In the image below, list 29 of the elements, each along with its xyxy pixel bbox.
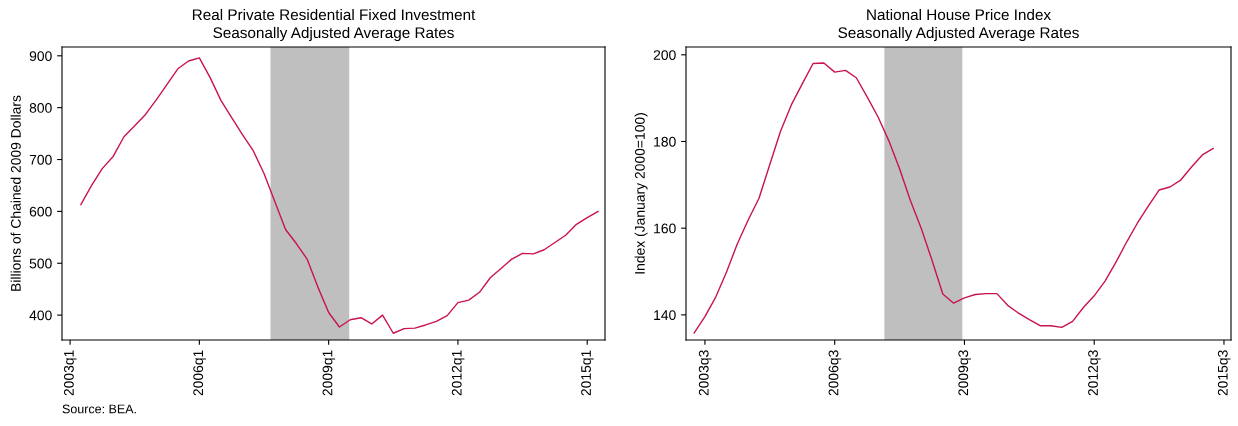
- y-tick-label: 200: [653, 50, 676, 60]
- x-tick-label: 2015q1: [581, 350, 594, 396]
- line-series: [693, 62, 1214, 334]
- line-series: [80, 57, 599, 334]
- chart-title: National House Price Index: [867, 8, 1051, 21]
- source-note: Source: BEA.: [62, 404, 136, 414]
- x-tick-label: 2012q1: [451, 350, 465, 396]
- y-tick-label: 600: [29, 206, 52, 217]
- x-tick-label: 2003q1: [63, 350, 77, 396]
- x-tick-label: 2003q3: [698, 350, 712, 396]
- x-tick-label: 2009q1: [322, 350, 336, 396]
- x-tick-label: 2015q3: [1217, 350, 1231, 396]
- y-tick-label: 700: [29, 154, 52, 165]
- y-tick-label: 500: [29, 258, 52, 269]
- y-tick-label: 140: [654, 310, 676, 321]
- y-tick-label: 400: [29, 310, 52, 321]
- x-tick-label: 2006q3: [828, 350, 842, 396]
- chart-subtitle: Seasonally Adjusted Average Rates: [213, 26, 454, 42]
- chart-subtitle: Seasonally Adjusted Average Rates: [838, 26, 1079, 42]
- y-tick-label: 180: [654, 136, 676, 147]
- y-tick-label: 160: [654, 223, 676, 234]
- y-tick-label: 900: [29, 51, 52, 61]
- x-tick-label: 2012q3: [1088, 350, 1101, 396]
- y-tick-label: 800: [29, 103, 52, 113]
- y-axis-title: Billions of Chained 2009 Dollars: [10, 95, 21, 291]
- y-axis-title: Index (January 2000=100): [634, 113, 648, 274]
- chart-title: Real Private Residential Fixed Investment: [192, 8, 476, 21]
- x-tick-label: 2009q3: [958, 350, 971, 396]
- x-tick-label: 2006q1: [193, 350, 206, 396]
